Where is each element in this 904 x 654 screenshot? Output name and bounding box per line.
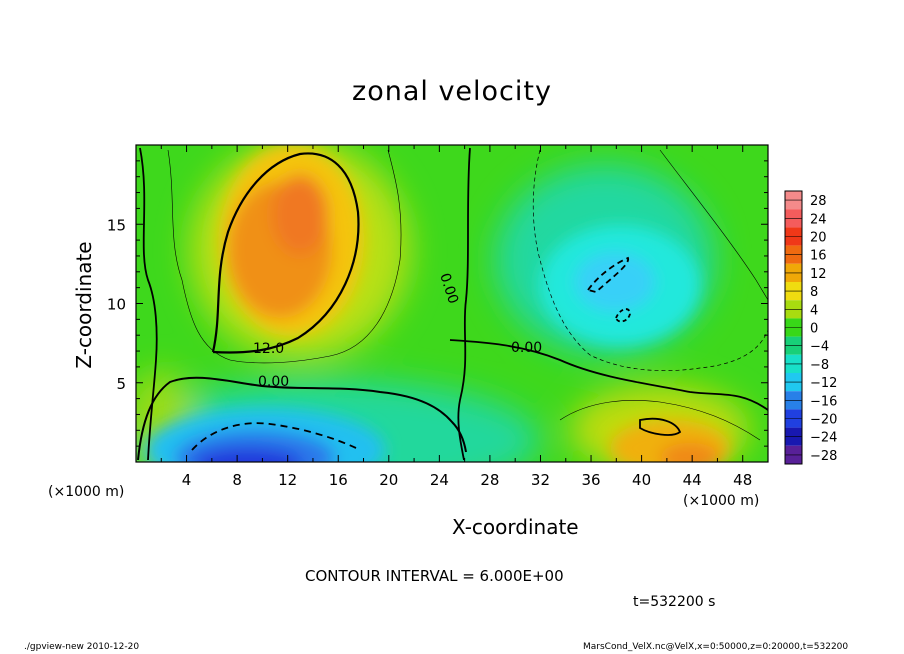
x-axis-label: X-coordinate xyxy=(452,515,579,539)
colorbar-label: −20 xyxy=(810,413,837,428)
footer-right: MarsCond_VelX.nc@VelX,x=0:50000,z=0:2000… xyxy=(583,642,849,652)
x-tick-label: 24 xyxy=(430,471,449,489)
footer-left: ./gpview-new 2010-12-20 xyxy=(24,642,140,652)
field-layer xyxy=(136,145,768,462)
y-tick-label: 5 xyxy=(116,375,126,393)
x-tick-label: 4 xyxy=(182,471,192,489)
time-note: t=532200 s xyxy=(633,594,716,610)
chart-title: zonal velocity xyxy=(352,76,552,107)
contour-pos12-right xyxy=(639,417,682,436)
x-tick-label: 12 xyxy=(278,471,297,489)
contour-neg12-small xyxy=(615,308,631,323)
colorbar-label: 24 xyxy=(810,212,827,227)
colorbar-label: 20 xyxy=(810,231,827,246)
y-axis: 5 10 15 xyxy=(107,160,768,447)
colorbar-label: 12 xyxy=(810,267,827,282)
contour-pos6 xyxy=(167,149,402,364)
contour-zero-right xyxy=(449,339,768,411)
colorbar-label: −24 xyxy=(810,431,837,446)
x-tick-label: 40 xyxy=(632,471,651,489)
colorbar-label: 16 xyxy=(810,249,827,264)
colorbar-label: 0 xyxy=(810,322,818,337)
x-unit-label-right: (×1000 m) xyxy=(683,493,760,509)
colorbar-label: 8 xyxy=(810,285,818,300)
contour-lines xyxy=(137,147,768,461)
colorbar-label: −16 xyxy=(810,394,837,409)
x-tick-label: 20 xyxy=(379,471,398,489)
y-tick-label: 10 xyxy=(107,296,126,314)
x-unit-label-left: (×1000 m) xyxy=(48,484,125,500)
x-tick-label: 48 xyxy=(733,471,752,489)
colorbar-label: 28 xyxy=(810,194,827,209)
x-axis: 4 8 12 16 20 24 28 32 36 40 44 48 xyxy=(160,145,752,489)
contour-zero-left xyxy=(139,147,158,461)
colorbar-label: −8 xyxy=(810,358,829,373)
x-tick-label: 8 xyxy=(232,471,242,489)
contour-zero-bottom xyxy=(137,376,467,461)
contour-zero-middle xyxy=(457,147,471,461)
y-tick-label: 15 xyxy=(107,216,126,234)
contour-label-12: 12.0 xyxy=(253,341,284,357)
x-tick-label: 44 xyxy=(683,471,702,489)
colorbar-label: −4 xyxy=(810,340,829,355)
x-tick-label: 16 xyxy=(329,471,348,489)
contour-pos6-right xyxy=(559,400,761,441)
colorbar: 28 24 20 16 12 8 4 0 −4 −8 −12 −16 −20 −24 −28 xyxy=(784,190,837,465)
contour-neg12-right xyxy=(586,256,629,293)
field-cores xyxy=(145,145,730,462)
x-tick-label: 28 xyxy=(480,471,499,489)
colorbar-label: −28 xyxy=(810,449,837,464)
x-tick-label: 32 xyxy=(531,471,550,489)
colorbar-label: 4 xyxy=(810,303,818,318)
contour-interval-note: CONTOUR INTERVAL = 6.000E+00 xyxy=(305,567,564,585)
x-tick-label: 36 xyxy=(581,471,600,489)
contour-neg6-right xyxy=(532,149,768,372)
contour-neg-right-edge xyxy=(659,149,768,301)
contour-label-layer: 12.0 0.00 0.00 0.00 xyxy=(253,271,542,390)
colorbar-label: −12 xyxy=(810,376,837,391)
contour-label-zero-right: 0.00 xyxy=(511,340,542,356)
contour-label-zero-bottom: 0.00 xyxy=(258,374,289,390)
contour-neg6-bottom xyxy=(191,422,357,451)
contour-12 xyxy=(211,152,360,354)
